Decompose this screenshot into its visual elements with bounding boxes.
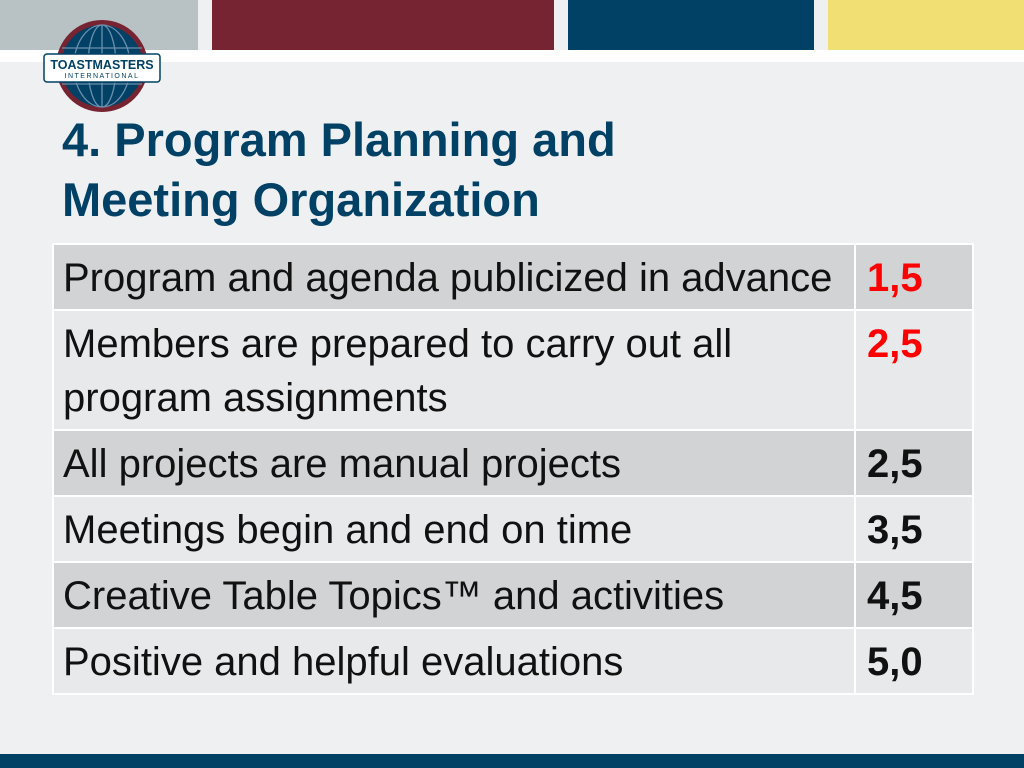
table-row: Members are prepared to carry out all pr… [52, 309, 974, 431]
criterion-score: 1,5 [854, 243, 974, 311]
table-row: Meetings begin and end on time 3,5 [52, 495, 974, 563]
table-row: Program and agenda publicized in advance… [52, 243, 974, 311]
slide-title: 4. Program Planning and Meeting Organiza… [62, 110, 782, 230]
logo-text-line2: INTERNATIONAL [65, 73, 140, 80]
criterion-score: 4,5 [854, 561, 974, 629]
criterion-label: Meetings begin and end on time [52, 495, 856, 563]
criterion-label: Creative Table Topics™ and activities [52, 561, 856, 629]
criterion-score: 5,0 [854, 627, 974, 695]
footer-bar [0, 754, 1024, 768]
slide-title-line-2: Meeting Organization [62, 173, 540, 226]
header-band-blue [568, 0, 814, 50]
header-band-yellow [828, 0, 1024, 50]
criterion-score: 2,5 [854, 309, 974, 431]
table-row: All projects are manual projects 2,5 [52, 429, 974, 497]
criterion-label: Positive and helpful evaluations [52, 627, 856, 695]
toastmasters-logo: TOASTMASTERS INTERNATIONAL [43, 20, 161, 112]
criterion-score: 2,5 [854, 429, 974, 497]
table-row: Positive and helpful evaluations 5,0 [52, 627, 974, 695]
header-divider [0, 50, 1024, 62]
criterion-label: Program and agenda publicized in advance [52, 243, 856, 311]
header-band-maroon [212, 0, 554, 50]
logo-text-line1: TOASTMASTERS [50, 58, 153, 72]
criterion-label: All projects are manual projects [52, 429, 856, 497]
logo-banner [43, 53, 161, 83]
criteria-table: Program and agenda publicized in advance… [52, 243, 974, 695]
slide-title-line-1: 4. Program Planning and [62, 113, 616, 166]
criterion-score: 3,5 [854, 495, 974, 563]
table-row: Creative Table Topics™ and activities 4,… [52, 561, 974, 629]
criterion-label: Members are prepared to carry out all pr… [52, 309, 856, 431]
